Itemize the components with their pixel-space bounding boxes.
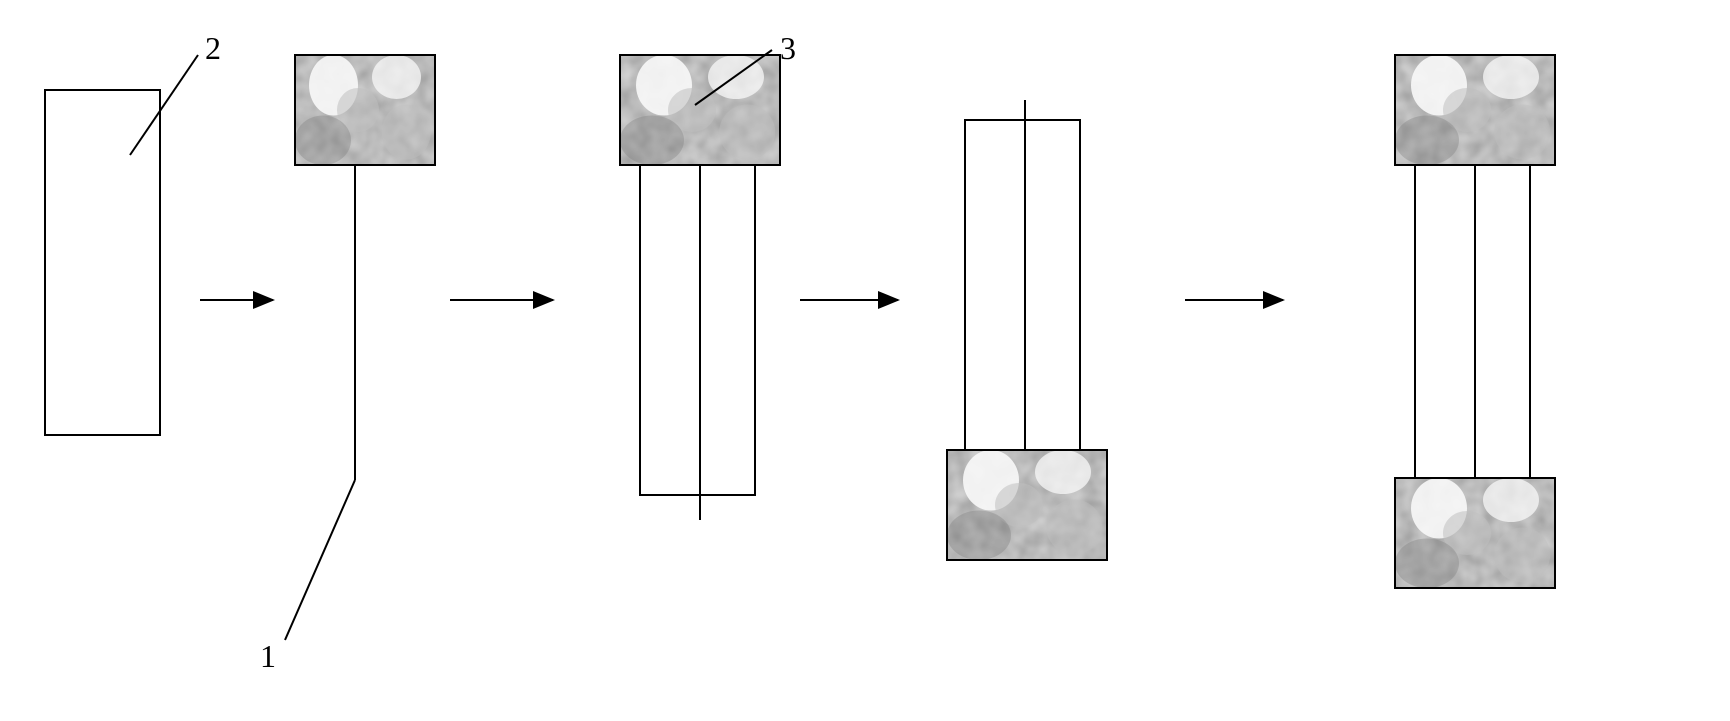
stage1-tube (45, 90, 160, 435)
stage5-tube (1415, 148, 1530, 493)
arrow-4-head (1263, 291, 1285, 309)
callout-label-1: 1 (260, 638, 276, 675)
process-diagram (0, 0, 1730, 721)
arrow-2-head (533, 291, 555, 309)
callout-label-2: 2 (205, 30, 221, 67)
stage3-tube (640, 150, 755, 495)
callout-label-3: 3 (780, 30, 796, 67)
arrow-1-head (253, 291, 275, 309)
stage4-tube (965, 120, 1080, 465)
leader-1 (285, 480, 355, 640)
arrow-3-head (878, 291, 900, 309)
